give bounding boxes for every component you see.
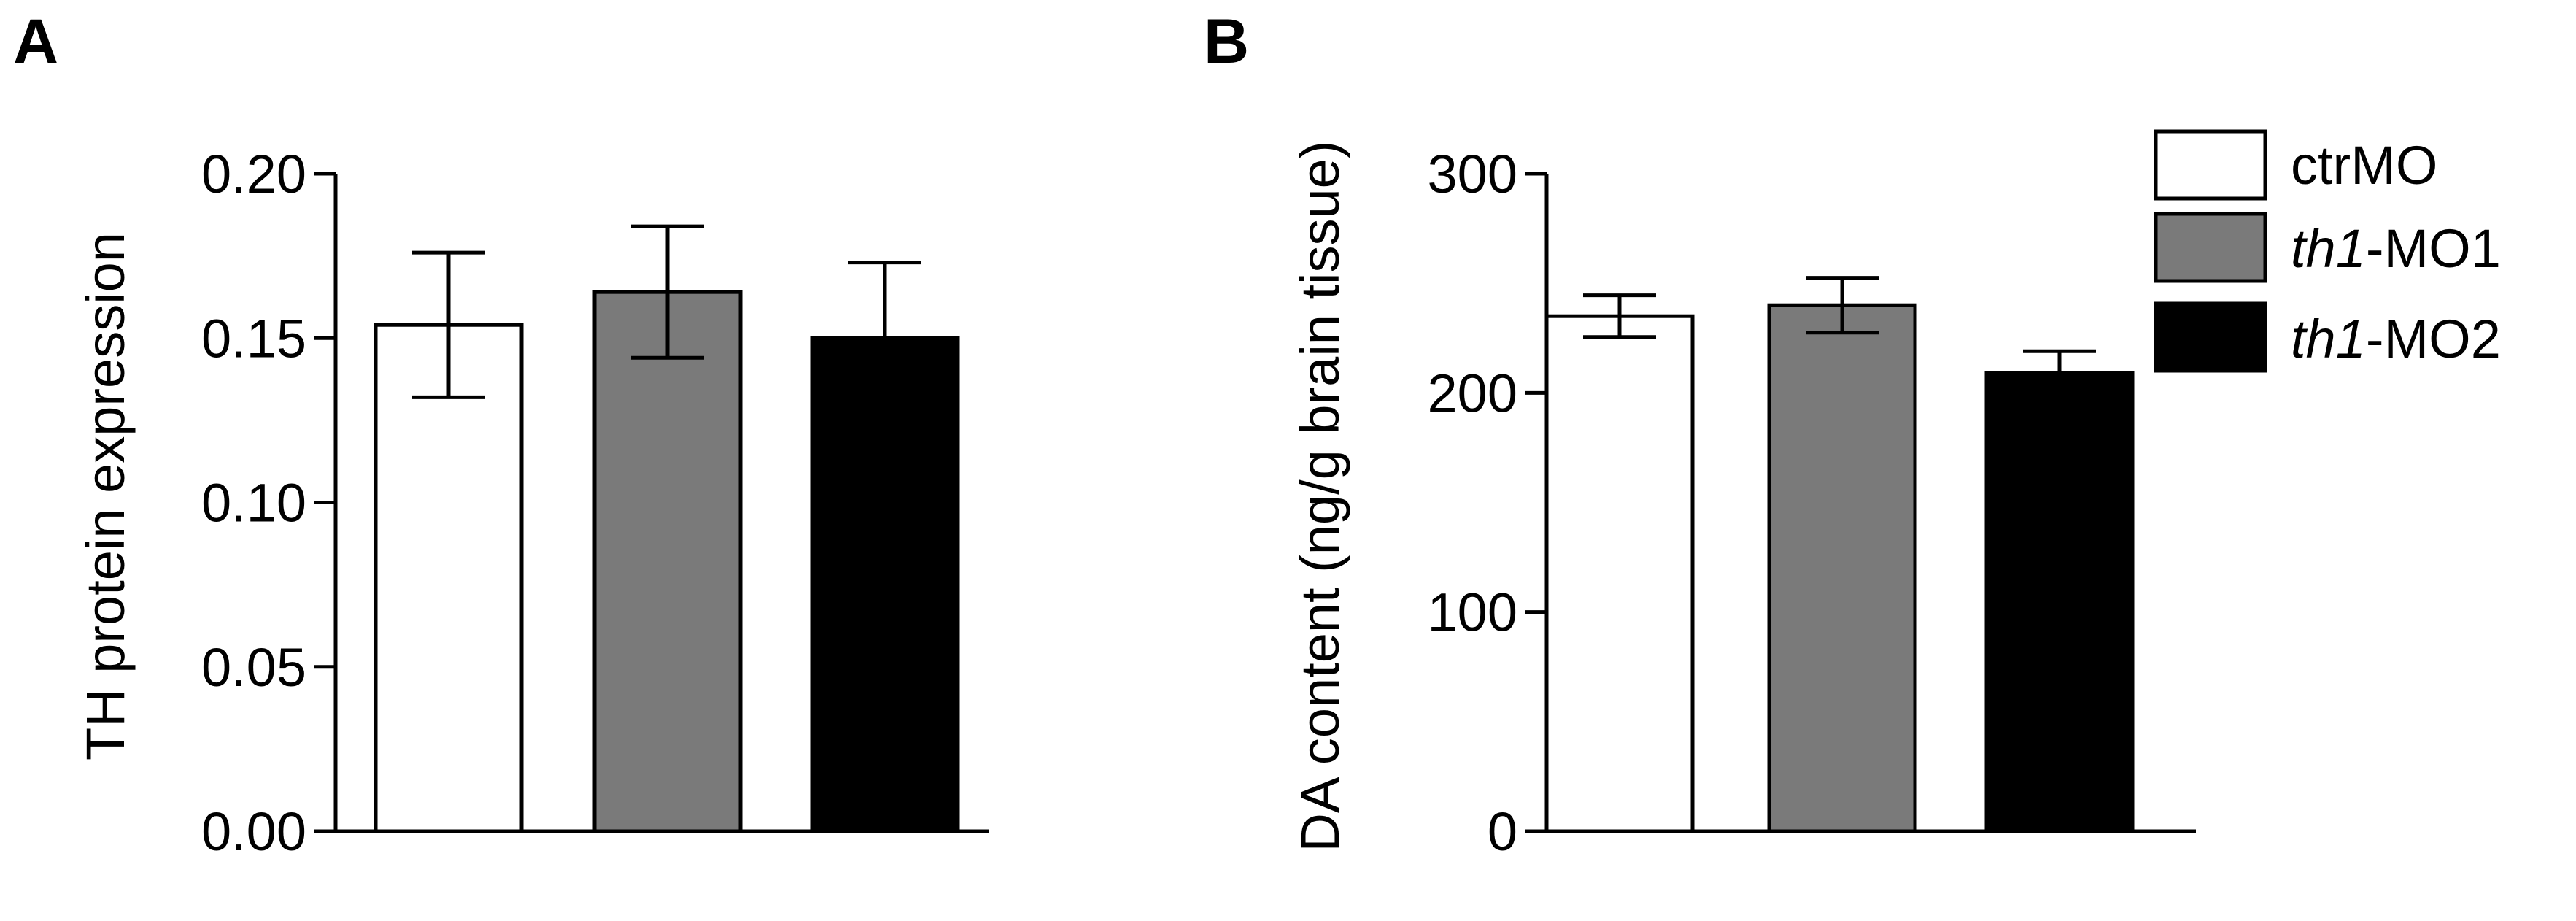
bar-b-3	[1984, 371, 2135, 833]
y-tick-label-b: 200	[1428, 363, 1517, 423]
y-tick-label-a: 0.00	[201, 801, 306, 862]
y-tick-label-a: 0.20	[201, 144, 306, 204]
y-tick-label-a: 0.05	[201, 637, 306, 698]
panel-label-b: B	[1204, 7, 1249, 77]
legend-label-ctrmo: ctrMO	[2291, 135, 2437, 196]
y-tick-label-a: 0.10	[201, 473, 306, 533]
y-tick-label-b: 0	[1488, 801, 1517, 862]
bar-b-2	[1767, 303, 1917, 833]
bar-a-1	[374, 323, 524, 833]
error-bars-b	[1583, 276, 2096, 374]
y-tick-label-b: 300	[1428, 144, 1517, 204]
bars-a	[374, 290, 960, 833]
bar-b-1	[1544, 314, 1695, 833]
legend-label-th1-mo2: th1-MO2	[2291, 309, 2501, 369]
legend-swatch-ctrmo	[2154, 129, 2267, 201]
y-ticks-a: 0.00 0.05 0.10 0.15 0.20	[201, 144, 336, 862]
bars-b	[1544, 303, 2135, 833]
error-bars-a	[412, 224, 921, 399]
legend-swatch-th1-mo2	[2154, 301, 2267, 373]
legend-swatch-th1-mo1	[2154, 212, 2267, 283]
panel-label-a: A	[13, 7, 58, 77]
y-ticks-b: 0 100 200 300	[1428, 144, 1547, 862]
bar-a-3	[810, 336, 960, 833]
y-tick-label-b: 100	[1428, 582, 1517, 643]
legend: ctrMO th1-MO1 th1-MO2	[2154, 129, 2501, 373]
bar-a-2	[592, 290, 743, 833]
legend-label-th1-mo1: th1-MO1	[2291, 218, 2501, 279]
y-axis-label-a: TH protein expression	[75, 232, 136, 760]
y-axis-label-b: DA content (ng/g brain tissue)	[1290, 141, 1350, 852]
y-tick-label-a: 0.15	[201, 308, 306, 369]
chart-b: DA content (ng/g brain tissue) 0 100 200 30…	[1290, 141, 2196, 862]
chart-a: TH protein expression 0.000.050.100.150.…	[75, 144, 989, 862]
